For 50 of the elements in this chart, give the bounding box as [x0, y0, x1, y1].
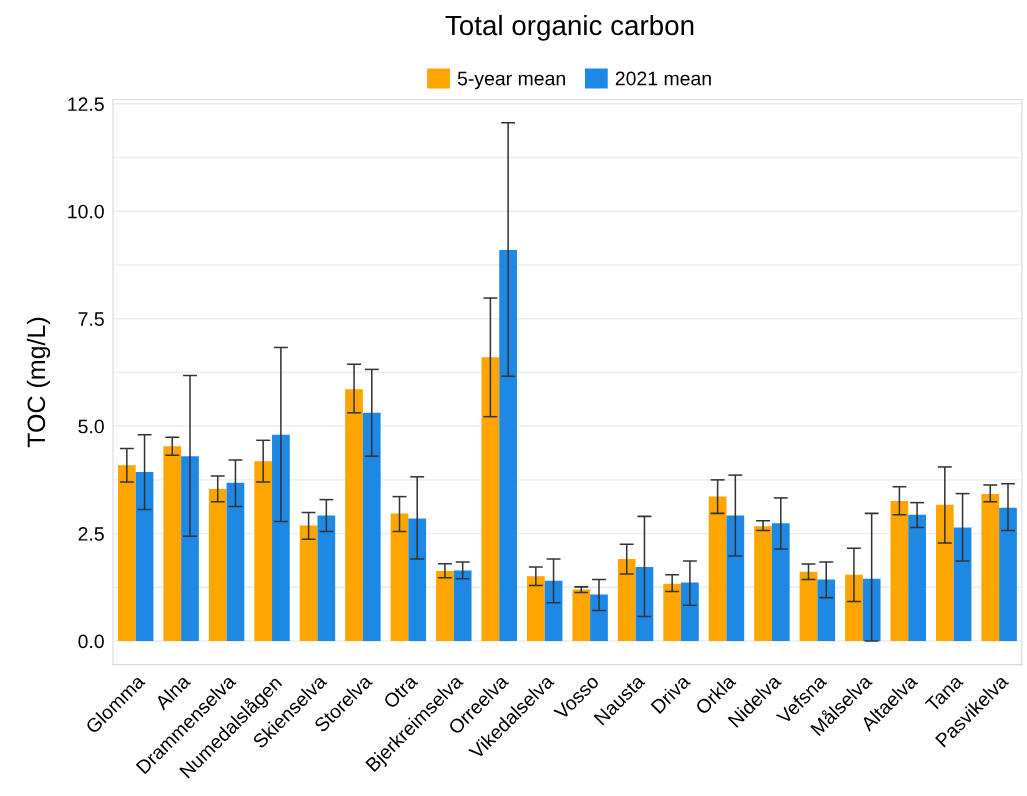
bar: [317, 515, 336, 642]
y-tick-label: 0.0: [78, 634, 104, 649]
bar: [436, 570, 454, 642]
bar: [390, 513, 409, 642]
y-tick-label: 12.5: [68, 97, 104, 112]
legend-label: 2021 mean: [615, 71, 711, 86]
bar: [362, 412, 381, 642]
bar: [299, 525, 318, 642]
bar: [544, 580, 563, 642]
bar: [908, 514, 926, 642]
bar: [345, 389, 363, 642]
bar: [999, 507, 1017, 642]
legend-label: 5-year mean: [457, 71, 565, 90]
bar: [617, 558, 636, 642]
bar: [708, 496, 727, 642]
bar: [135, 472, 154, 642]
bar: [799, 571, 818, 642]
bar: [226, 482, 245, 642]
bar: [181, 456, 199, 642]
y-tick-label: 7.5: [78, 312, 104, 326]
bar: [681, 582, 699, 642]
bar: [526, 576, 545, 642]
bar: [499, 249, 517, 642]
bar: [981, 494, 1000, 642]
bar: [771, 523, 790, 642]
bar: [635, 567, 654, 642]
bar: [408, 518, 427, 642]
bar: [163, 446, 182, 642]
chart-title: Total organic carbon: [445, 14, 694, 41]
bar: [663, 583, 682, 642]
bar: [453, 570, 472, 642]
bar: [481, 357, 500, 642]
y-tick-label: 2.5: [78, 527, 104, 541]
bar: [862, 578, 881, 642]
bar: [572, 589, 591, 642]
bar: [590, 594, 608, 642]
bar: [845, 574, 863, 642]
bar: [890, 500, 909, 642]
bar: [953, 527, 972, 642]
bar: [208, 488, 227, 642]
bar: [272, 434, 290, 642]
y-tick-label: 10.0: [68, 204, 104, 219]
bar: [726, 515, 745, 642]
bar: [817, 579, 836, 642]
y-axis-title: TOC (mg/L): [26, 317, 51, 448]
bar: [117, 465, 136, 642]
bar: [935, 504, 954, 642]
y-tick-label: 5.0: [78, 419, 104, 434]
bar: [254, 461, 273, 642]
bar: [754, 526, 772, 642]
